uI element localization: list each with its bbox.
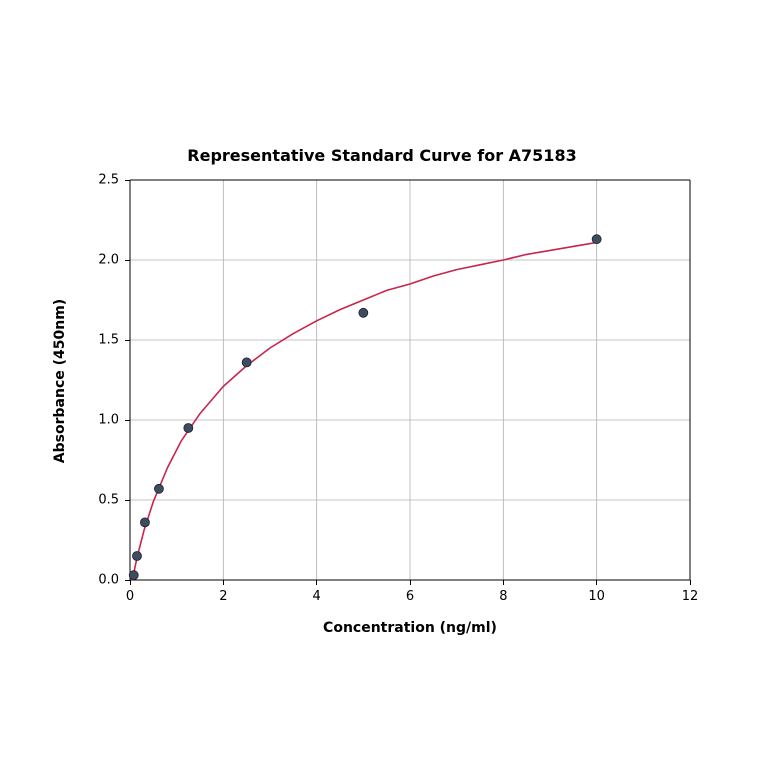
- x-tick-label: 8: [499, 589, 507, 604]
- x-tick-label: 0: [126, 589, 134, 604]
- x-tick-mark: [223, 580, 224, 585]
- x-tick-label: 6: [406, 589, 414, 604]
- y-tick-mark: [125, 500, 130, 501]
- x-tick-mark: [690, 580, 691, 585]
- data-point: [154, 484, 163, 493]
- y-tick-label: 2.0: [91, 253, 119, 268]
- plot-area: [130, 180, 690, 580]
- y-tick-mark: [125, 340, 130, 341]
- x-tick-mark: [503, 580, 504, 585]
- figure: Representative Standard Curve for A75183…: [0, 0, 764, 764]
- data-point: [129, 571, 138, 580]
- y-tick-label: 0.5: [91, 493, 119, 508]
- x-tick-mark: [316, 580, 317, 585]
- x-axis-title: Concentration (ng/ml): [130, 620, 690, 636]
- x-tick-label: 2: [219, 589, 227, 604]
- x-tick-label: 4: [313, 589, 321, 604]
- x-tick-label: 12: [682, 589, 699, 604]
- y-tick-mark: [125, 180, 130, 181]
- y-tick-label: 1.0: [91, 413, 119, 428]
- x-tick-mark: [410, 580, 411, 585]
- y-tick-label: 1.5: [91, 333, 119, 348]
- y-tick-label: 0.0: [91, 573, 119, 588]
- y-tick-mark: [125, 580, 130, 581]
- y-tick-label: 2.5: [91, 173, 119, 188]
- y-tick-mark: [125, 260, 130, 261]
- data-point: [242, 358, 251, 367]
- y-axis-title: Absorbance (450nm): [52, 181, 68, 581]
- data-point: [140, 518, 149, 527]
- y-tick-mark: [125, 420, 130, 421]
- chart-title: Representative Standard Curve for A75183: [0, 146, 764, 165]
- plot-svg: [130, 180, 690, 580]
- data-point: [133, 552, 142, 561]
- x-tick-label: 10: [588, 589, 605, 604]
- data-point: [184, 424, 193, 433]
- fit-curve: [132, 242, 596, 580]
- x-tick-mark: [596, 580, 597, 585]
- data-point: [359, 308, 368, 317]
- data-point: [592, 235, 601, 244]
- x-tick-mark: [130, 580, 131, 585]
